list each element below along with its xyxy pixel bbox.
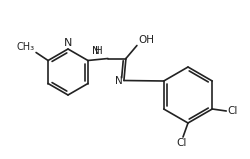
Text: CH₃: CH₃	[17, 41, 35, 52]
Text: Cl: Cl	[226, 106, 237, 116]
Text: OH: OH	[137, 35, 153, 45]
Text: N: N	[92, 45, 100, 55]
Text: N: N	[64, 38, 72, 48]
Text: Cl: Cl	[176, 138, 186, 148]
Text: N: N	[114, 76, 122, 86]
Text: H: H	[95, 45, 102, 55]
